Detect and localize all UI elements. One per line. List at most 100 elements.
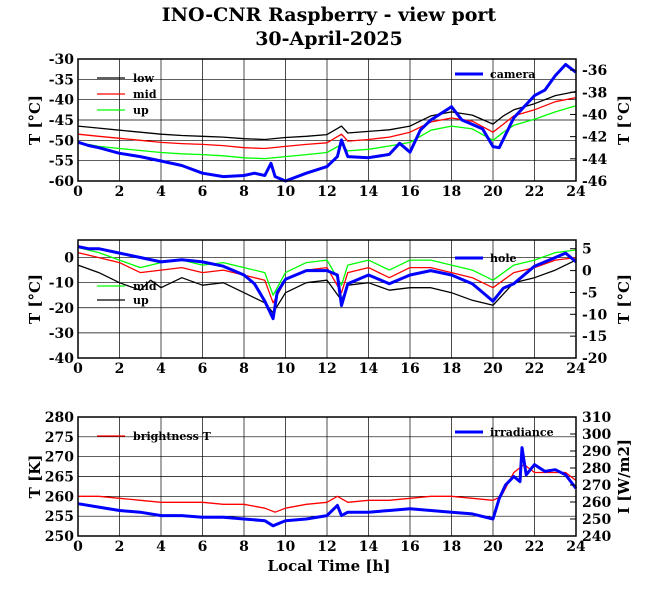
legend-label-brightness-T: brightness T [133, 430, 212, 443]
y-tick-label: -60 [49, 174, 75, 190]
legend-label-up: up [133, 294, 149, 307]
y-tick-label: -45 [49, 113, 74, 129]
y2-tick-label: 260 [582, 495, 611, 511]
series-line-hole [77, 245, 577, 321]
x-axis-label: Local Time [h] [268, 557, 391, 575]
x-tick-label: 6 [198, 361, 208, 377]
plot-frame [77, 58, 577, 182]
y-tick-label: 250 [45, 529, 74, 545]
x-tick-label: 18 [442, 539, 461, 555]
plot-frame [77, 239, 577, 359]
y-tick-label: -35 [49, 72, 74, 88]
x-tick-label: 24 [566, 184, 586, 200]
legend-label-low: low [133, 72, 155, 85]
y-tick-label: 275 [45, 430, 74, 446]
chart-subtitle: 30-April-2025 [255, 28, 403, 50]
x-tick-label: 6 [198, 184, 208, 200]
y2-tick-label: 240 [582, 529, 611, 545]
x-tick-label: 10 [276, 539, 296, 555]
x-tick-label: 12 [317, 539, 336, 555]
y-tick-label: -30 [49, 326, 75, 342]
series-line-camera [77, 63, 577, 183]
legend-label-camera: camera [490, 68, 535, 81]
series-line-low [77, 251, 577, 304]
y2-tick-label: -42 [582, 130, 607, 146]
x-tick-label: 22 [525, 184, 544, 200]
x-tick-label: 22 [525, 361, 544, 377]
x-tick-label: 18 [442, 361, 461, 377]
legend-label-up: up [133, 104, 149, 117]
y2-tick-label: 310 [582, 410, 611, 426]
x-tick-label: 20 [483, 184, 503, 200]
y-tick-label: 260 [45, 489, 74, 505]
series-line-mid [77, 96, 577, 150]
plot-frame [77, 416, 577, 537]
y-tick-label: -30 [49, 52, 75, 68]
y-tick-label: -55 [49, 154, 74, 170]
legend-label-irradiance: irradiance [490, 426, 554, 439]
y2-tick-label: 300 [582, 427, 611, 443]
y-tick-label: 270 [45, 450, 74, 466]
y-tick-label: -50 [49, 133, 75, 149]
y-tick-label: -10 [49, 276, 75, 292]
x-tick-label: 16 [400, 361, 419, 377]
y-tick-label: 265 [45, 470, 74, 486]
x-tick-label: 4 [156, 361, 166, 377]
x-tick-label: 10 [276, 361, 296, 377]
y2-tick-label: 270 [582, 478, 611, 494]
x-tick-label: 24 [566, 361, 586, 377]
x-tick-label: 16 [400, 184, 419, 200]
x-tick-label: 14 [359, 361, 379, 377]
panel-2: 0 2 4 6 8 10 12 14 16 18 20 22 240-10-20-30-4050-5-1… [26, 239, 633, 377]
y-axis-label: T [°C] [26, 274, 44, 324]
y-axis-label: T [°C] [26, 95, 44, 145]
y2-axis-label: T [°C] [615, 274, 633, 324]
y2-tick-label: -40 [582, 107, 608, 123]
panel-3: 0 2 4 6 8 10 12 14 16 18 20 22 242802752702652602552… [26, 410, 633, 555]
y2-tick-label: 280 [582, 461, 611, 477]
legend-label-mid: mid [133, 280, 157, 293]
legend-label-mid: mid [133, 88, 157, 101]
x-tick-label: 14 [359, 539, 379, 555]
x-tick-label: 24 [566, 539, 586, 555]
y2-tick-label: -10 [582, 307, 608, 323]
y2-tick-label: -15 [582, 329, 607, 345]
y-axis-label: T [K] [26, 455, 44, 499]
x-tick-label: 22 [525, 539, 544, 555]
y2-axis-label: I [W/m2] [615, 439, 633, 514]
x-tick-label: 2 [115, 539, 125, 555]
chart-title: INO-CNR Raspberry - view port [162, 4, 497, 26]
x-tick-label: 10 [276, 184, 296, 200]
y-tick-label: -20 [49, 301, 75, 317]
x-tick-label: 0 [73, 539, 83, 555]
x-tick-label: 8 [239, 361, 249, 377]
x-tick-label: 14 [359, 184, 379, 200]
x-tick-label: 4 [156, 539, 166, 555]
legend-label-hole: hole [490, 252, 517, 265]
y-tick-label: 280 [45, 410, 74, 426]
series-line-irradiance [77, 446, 578, 528]
panel-1: 0 2 4 6 8 10 12 14 16 18 20 22 24-30-35-40-45-50-55-… [26, 52, 633, 200]
y-tick-label: 0 [64, 251, 74, 267]
x-tick-label: 2 [115, 184, 125, 200]
x-tick-label: 18 [442, 184, 461, 200]
x-tick-label: 8 [239, 184, 249, 200]
x-tick-label: 6 [198, 539, 208, 555]
y2-tick-label: -5 [582, 285, 598, 301]
x-tick-label: 20 [483, 539, 503, 555]
x-tick-label: 8 [239, 539, 249, 555]
x-tick-label: 4 [156, 184, 166, 200]
y2-tick-label: 0 [582, 264, 592, 280]
y-tick-label: -40 [49, 93, 75, 109]
y-tick-label: 255 [45, 509, 74, 525]
x-tick-label: 2 [115, 361, 125, 377]
y2-tick-label: 250 [582, 512, 611, 528]
x-tick-label: 20 [483, 361, 503, 377]
y-tick-label: -40 [49, 351, 75, 367]
y2-tick-label: -44 [582, 152, 608, 168]
series-line-up [77, 259, 577, 314]
y2-tick-label: -46 [582, 174, 607, 190]
y2-axis-label: T [°C] [615, 95, 633, 145]
x-tick-label: 0 [73, 361, 83, 377]
